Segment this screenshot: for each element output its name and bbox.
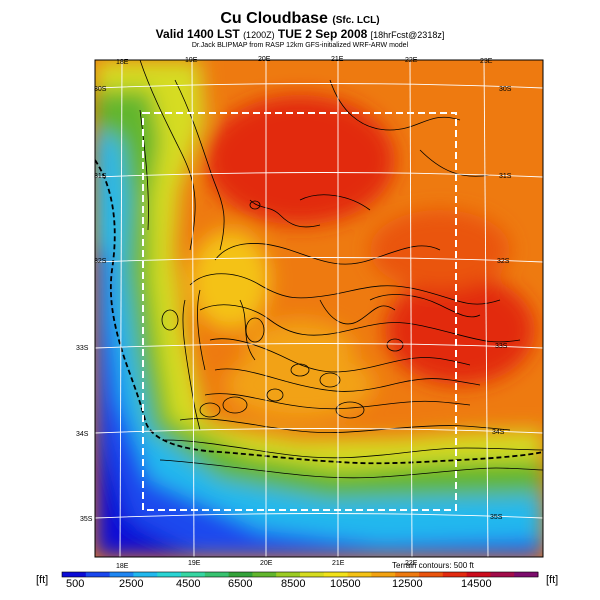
lon-label-top: 23E (480, 58, 493, 65)
lon-label-bottom: 22E (405, 560, 418, 567)
lat-label-right: 31S (499, 173, 512, 180)
colorbar-tick-label: 4500 (176, 578, 201, 590)
colorbar-swatch (419, 572, 444, 577)
colorbar-unit-right: [ft] (546, 574, 559, 586)
lon-label-top: 21E (331, 56, 344, 63)
lat-label-left: 33S (76, 345, 89, 352)
colorbar-swatch (395, 572, 420, 577)
colorbar-swatch (276, 572, 301, 577)
lon-label-top: 18E (116, 59, 129, 66)
lat-label-right: 33S (495, 343, 508, 350)
colorbar-frame (61, 571, 539, 578)
lat-lon-grid (95, 60, 543, 557)
colorbar-swatch (62, 572, 87, 577)
colorbar-swatch (109, 572, 134, 577)
coastline (95, 159, 543, 465)
colorbar-swatch (157, 572, 182, 577)
map-frame (94, 59, 544, 558)
colorbar (62, 572, 539, 577)
lat-label-right: 34S (492, 429, 505, 436)
colorbar-swatch (514, 572, 539, 577)
valid-time: Valid 1400 LST (1200Z) TUE 2 Sep 2008 [1… (155, 27, 445, 41)
colorbar-swatch (300, 572, 325, 577)
colorbar-swatch (323, 572, 349, 577)
colorbar-swatch (85, 572, 111, 577)
map-title: Cu Cloudbase (Sfc. LCL) (220, 10, 380, 27)
colorbar-tick-label: 500 (66, 578, 85, 590)
colorbar-swatch (490, 572, 515, 577)
lon-label-top: 20E (258, 56, 271, 63)
colorbar-unit-left: [ft] (36, 574, 49, 586)
lon-label-bottom: 21E (332, 560, 345, 567)
lon-label-top: 22E (405, 57, 418, 64)
colorbar-swatch (228, 572, 253, 577)
lon-label-bottom: 19E (188, 560, 201, 567)
colorbar-swatch (252, 572, 277, 577)
colorbar-tick-label: 10500 (330, 578, 361, 590)
lat-label-left: 31S (94, 173, 107, 180)
colorbar-swatch (466, 572, 491, 577)
lat-label-left: 35S (80, 516, 93, 523)
model-credit: Dr.Jack BLIPMAP from RASP 12km GFS-initi… (191, 42, 409, 49)
lat-label-left: 34S (76, 431, 89, 438)
colorbar-tick-label: 6500 (228, 578, 253, 590)
lat-label-left: 32S (94, 258, 107, 265)
colorbar-tick-label: 14500 (461, 578, 492, 590)
colorbar-swatch (181, 572, 206, 577)
lat-label-right: 35S (490, 514, 503, 521)
colorbar-swatch (442, 572, 468, 577)
colorbar-tick-label: 2500 (119, 578, 144, 590)
terrain-contours (139, 60, 543, 479)
lon-label-top: 19E (185, 57, 198, 64)
terrain-note: Terrain contours: 500 ft (392, 561, 474, 570)
colorbar-swatch (371, 572, 396, 577)
lat-label-right: 30S (499, 86, 512, 93)
colorbar-swatch (133, 572, 158, 577)
colorbar-swatch (204, 572, 230, 577)
colorbar-tick-label: 12500 (392, 578, 423, 590)
colorbar-swatch (347, 572, 372, 577)
lon-label-bottom: 20E (260, 560, 273, 567)
colorbar-tick-label: 8500 (281, 578, 306, 590)
lon-label-bottom: 18E (116, 563, 129, 570)
inner-domain-box (142, 112, 457, 511)
lat-label-right: 32S (497, 258, 510, 265)
lat-label-left: 30S (94, 86, 107, 93)
